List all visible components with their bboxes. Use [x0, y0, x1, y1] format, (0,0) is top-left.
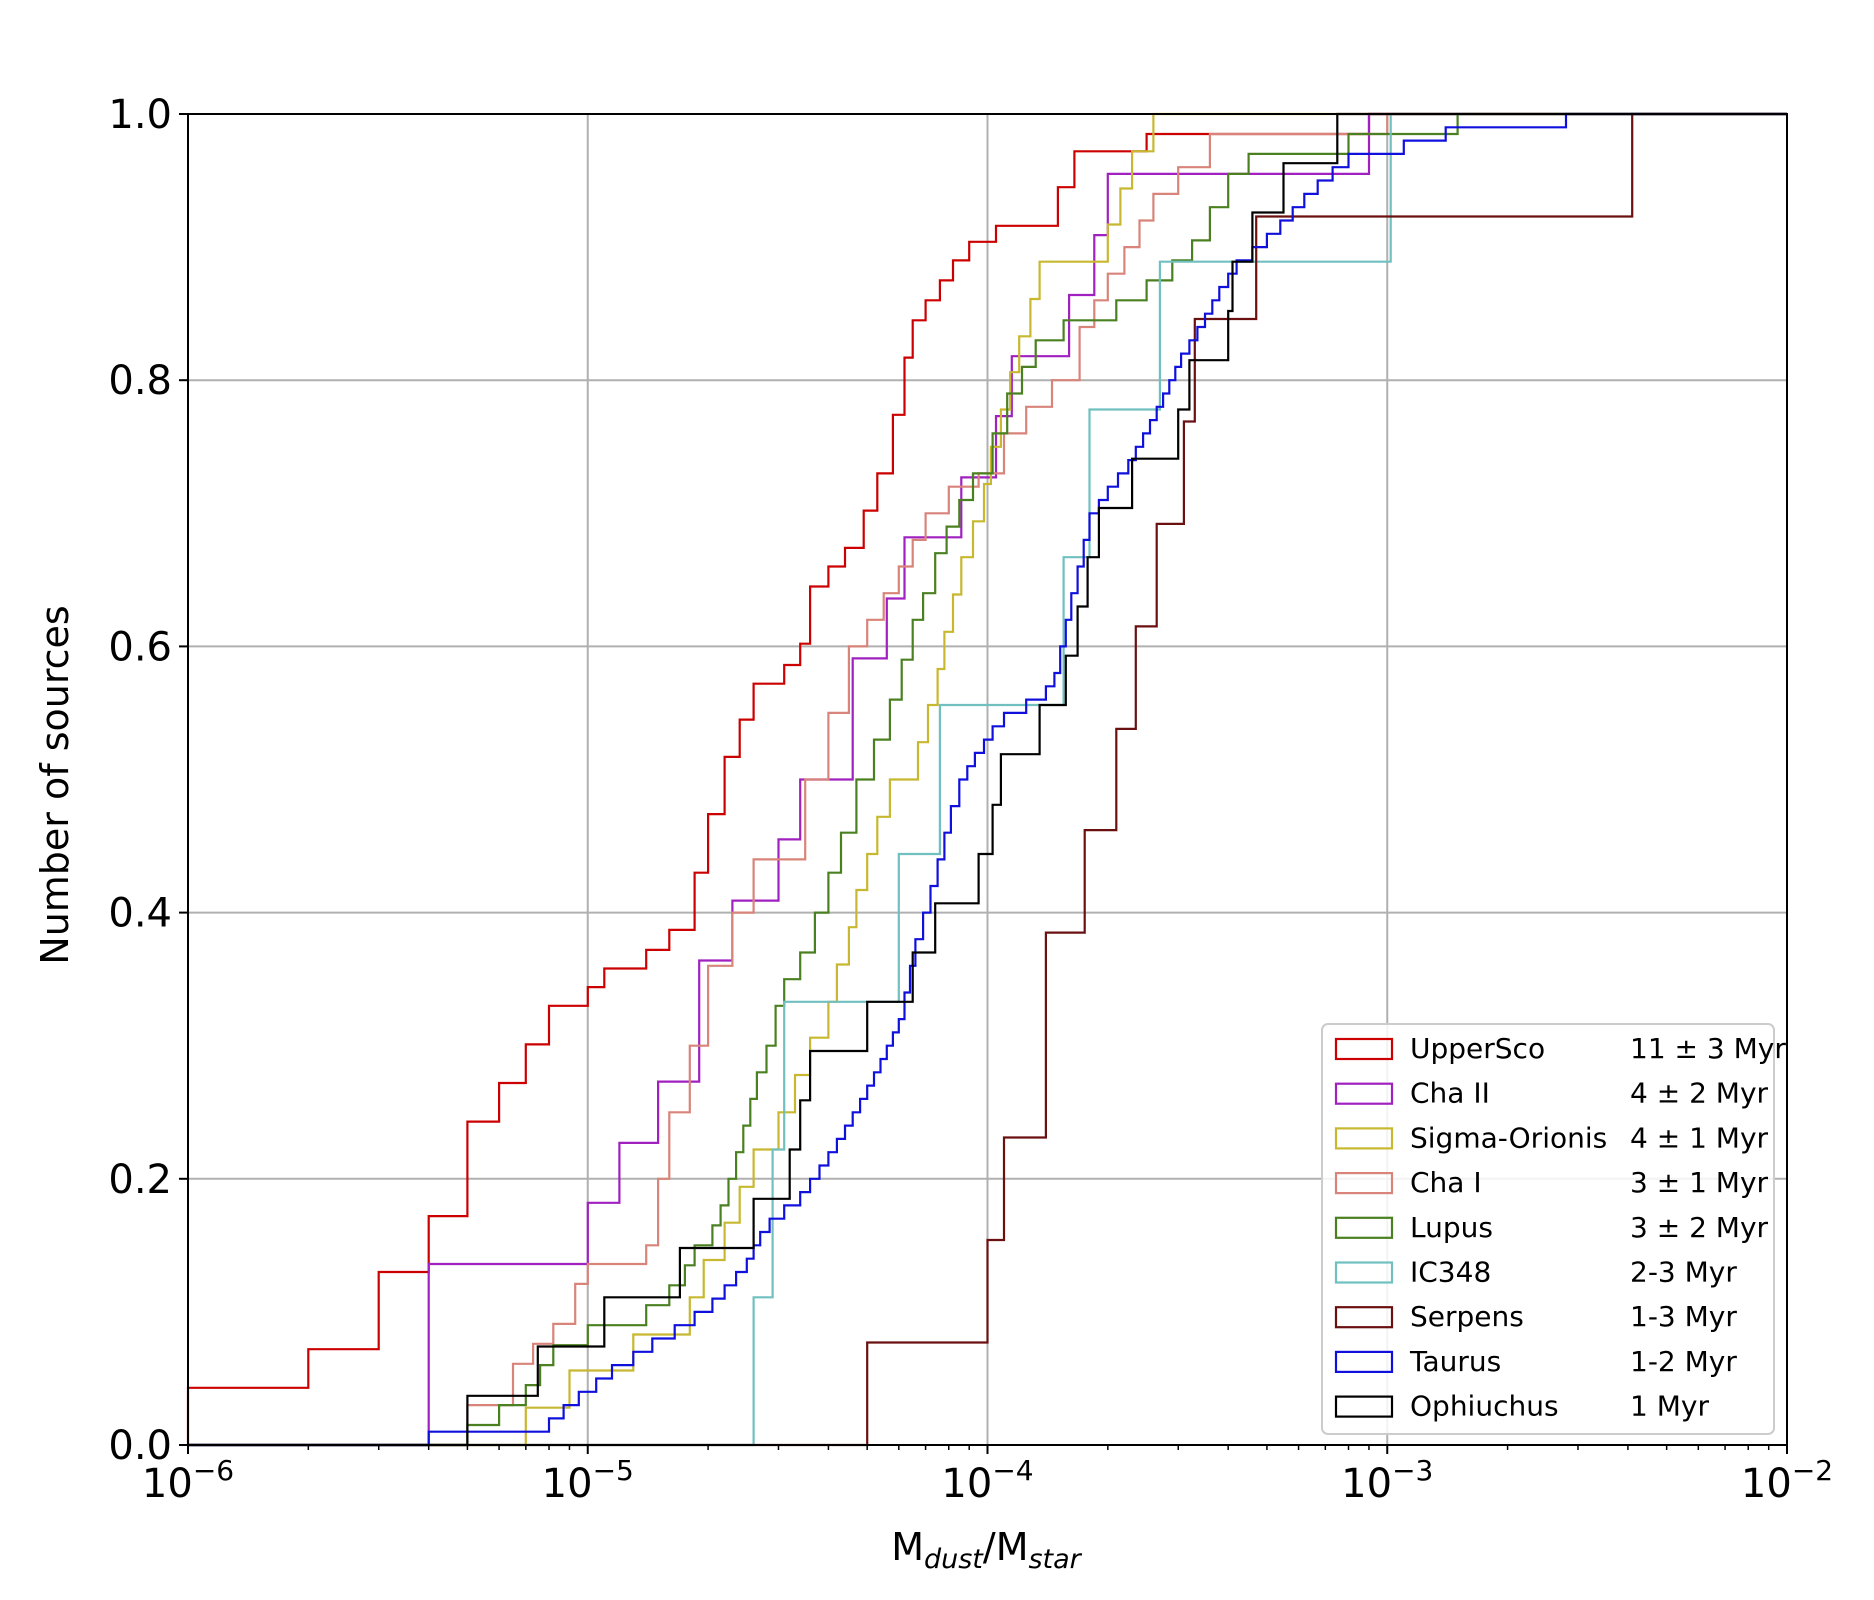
series-line-uppersco	[186, 112, 1787, 1445]
legend-swatch-sigma-orionis	[1334, 1127, 1394, 1150]
legend-label-taurus: Taurus	[1409, 1345, 1501, 1378]
y-tick-label: 0.2	[108, 1157, 172, 1203]
x-axis-title-base: M	[891, 1525, 924, 1569]
legend-swatch-cha-ii	[1334, 1082, 1394, 1105]
series-line-taurus	[188, 112, 1787, 1447]
y-tick-label: 0.4	[108, 891, 172, 937]
x-tick-exponent: −5	[593, 1454, 634, 1487]
legend-swatch-taurus	[1334, 1350, 1394, 1374]
legend: UpperSco 11 ± 3 Myr Cha II 4 ± 2 Myr Sigma-O…	[1321, 1023, 1786, 1435]
legend-age-lupus: 3 ± 2 Myr	[1630, 1211, 1769, 1244]
x-tick-exponent: −6	[193, 1454, 234, 1487]
x-tick-label: 10−5	[542, 1454, 634, 1507]
axis-ticks: 10−6 10−5 10−4 10−3 10−20.00.20.40.60.81.0	[108, 92, 1833, 1507]
x-axis-title: Mdust/Mstar	[891, 1525, 1082, 1575]
series-line-sigma-orionis	[188, 112, 1787, 1447]
series-line-serpens	[188, 112, 1787, 1447]
series-line-ic348	[188, 112, 1787, 1447]
legend-age-ophiuchus: 1 Myr	[1630, 1390, 1709, 1423]
legend-age-uppersco: 11 ± 3 Myr	[1630, 1032, 1786, 1065]
y-tick-label: 0.0	[108, 1423, 172, 1469]
legend-label-cha-i: Cha I	[1410, 1166, 1482, 1199]
legend-label-ophiuchus: Ophiuchus	[1410, 1390, 1559, 1423]
legend-swatch-cha-i	[1334, 1171, 1394, 1195]
series-line-ophiuchus	[188, 112, 1787, 1447]
legend-label-uppersco: UpperSco	[1410, 1032, 1545, 1065]
legend-age-cha-i: 3 ± 1 Myr	[1630, 1166, 1769, 1199]
legend-label-serpens: Serpens	[1410, 1300, 1524, 1333]
legend-box	[1321, 1023, 1775, 1435]
x-tick-base: 10	[941, 1461, 992, 1507]
legend-label-lupus: Lupus	[1410, 1211, 1493, 1244]
legend-label-cha-ii: Cha II	[1410, 1077, 1490, 1110]
x-tick-base: 10	[1741, 1461, 1792, 1507]
x-tick-label: 10−2	[1741, 1454, 1833, 1507]
legend-swatch-serpens	[1334, 1306, 1394, 1329]
series-line-cha-i	[188, 112, 1787, 1447]
legend-swatch-ophiuchus	[1334, 1395, 1394, 1418]
legend-age-taurus: 1-2 Myr	[1630, 1345, 1737, 1378]
x-tick-exponent: −2	[1792, 1454, 1833, 1487]
x-axis-title-sep: /M	[983, 1525, 1029, 1569]
series-group	[186, 112, 1787, 1447]
legend-age-cha-ii: 4 ± 2 Myr	[1630, 1077, 1769, 1110]
legend-label-ic348: IC348	[1410, 1256, 1491, 1289]
x-tick-label: 10−6	[142, 1454, 234, 1507]
x-tick-label: 10−3	[1341, 1454, 1433, 1507]
legend-label-sigma-orionis: Sigma-Orionis	[1410, 1121, 1607, 1154]
x-tick-base: 10	[1341, 1461, 1392, 1507]
y-axis-title: Number of sources	[33, 605, 77, 964]
legend-age-serpens: 1-3 Myr	[1630, 1300, 1737, 1333]
x-tick-exponent: −3	[1392, 1454, 1433, 1487]
legend-swatch-lupus	[1334, 1216, 1394, 1239]
x-tick-base: 10	[142, 1461, 193, 1507]
x-axis-title-sub-star: star	[1028, 1544, 1082, 1575]
legend-age-sigma-orionis: 4 ± 1 Myr	[1630, 1121, 1769, 1154]
series-line-lupus	[188, 112, 1787, 1447]
series-line-cha-ii	[188, 112, 1787, 1447]
x-tick-label: 10−4	[941, 1454, 1033, 1507]
y-tick-label: 0.8	[108, 358, 172, 404]
y-tick-label: 0.6	[108, 624, 172, 670]
x-axis-title-sub-dust: dust	[924, 1544, 984, 1575]
legend-age-ic348: 2-3 Myr	[1630, 1256, 1737, 1289]
legend-swatch-uppersco	[1334, 1037, 1394, 1061]
x-tick-exponent: −4	[992, 1454, 1033, 1487]
y-tick-label: 1.0	[108, 92, 172, 138]
x-tick-base: 10	[542, 1461, 593, 1507]
legend-swatch-ic348	[1334, 1261, 1394, 1284]
